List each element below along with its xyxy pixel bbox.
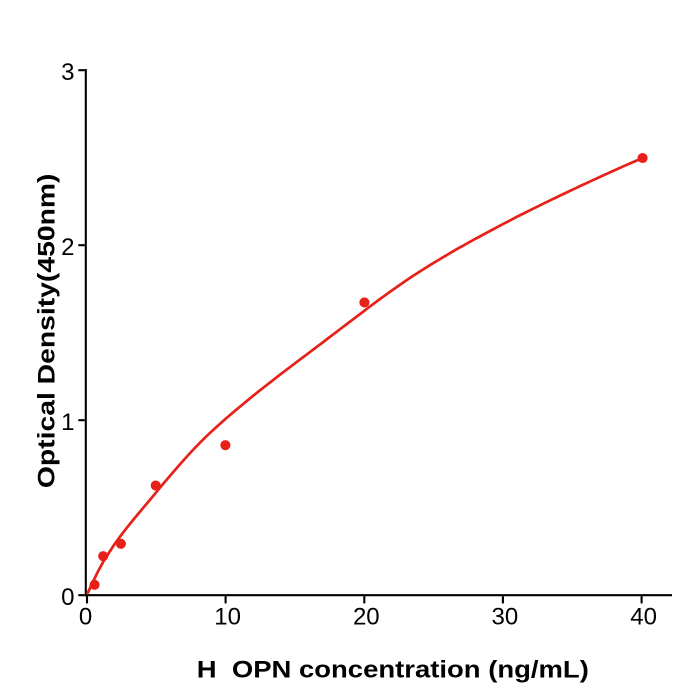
svg-text:0: 0 (79, 603, 92, 630)
svg-text:10: 10 (214, 603, 241, 630)
svg-text:0: 0 (61, 584, 74, 611)
svg-text:H OPN concentration (ng/mL): H OPN concentration (ng/mL) (197, 657, 589, 683)
svg-text:1: 1 (61, 409, 74, 436)
svg-text:2: 2 (61, 234, 74, 261)
svg-text:30: 30 (492, 603, 519, 630)
svg-text:3: 3 (61, 59, 74, 86)
svg-text:Optical Density(450nm): Optical Density(450nm) (32, 174, 59, 489)
svg-text:40: 40 (630, 603, 657, 630)
svg-text:20: 20 (353, 603, 380, 630)
